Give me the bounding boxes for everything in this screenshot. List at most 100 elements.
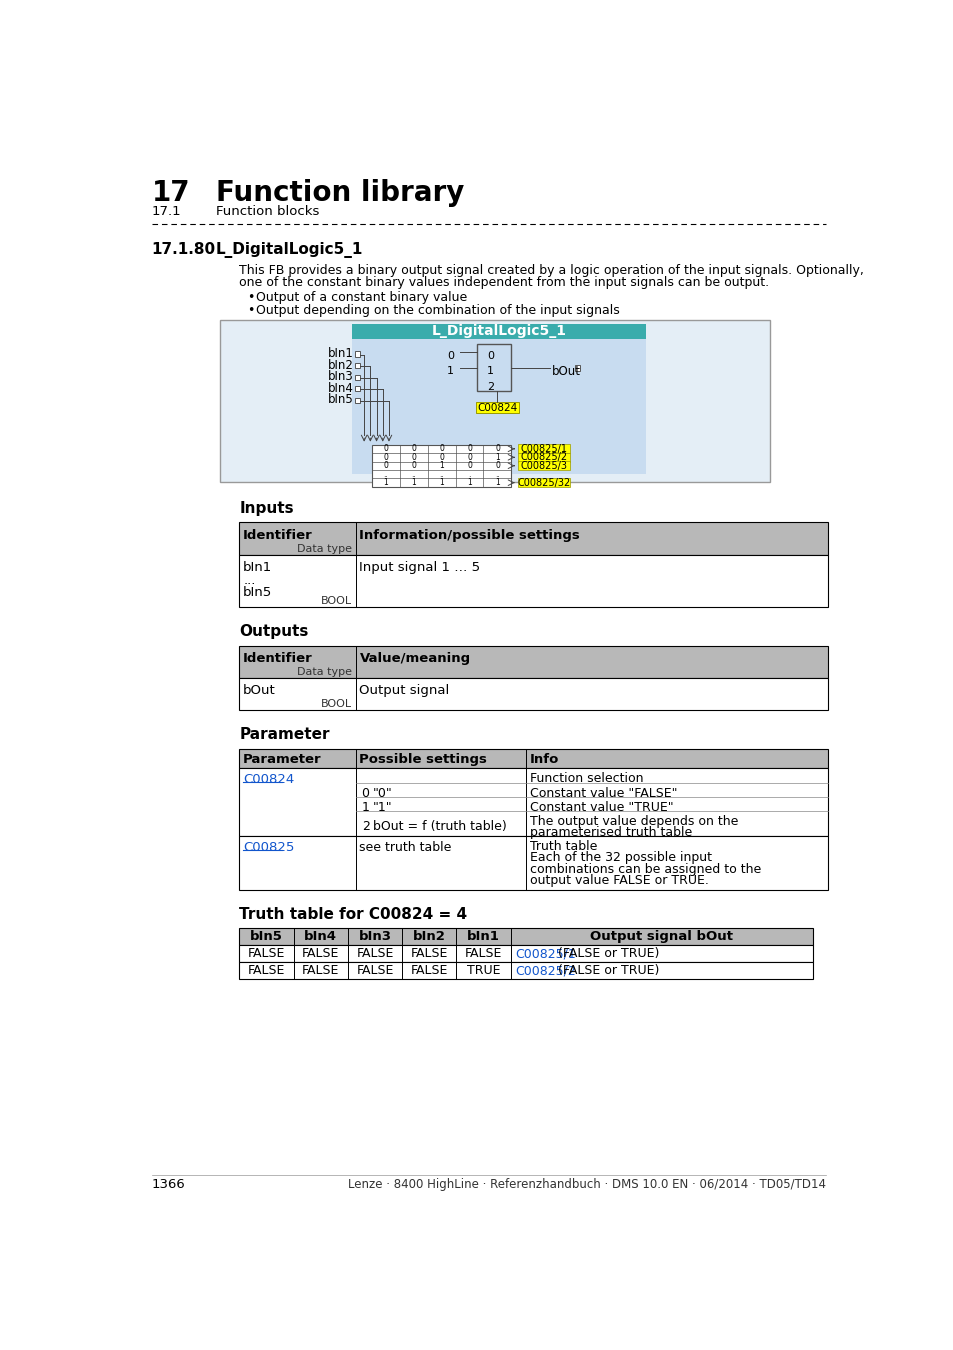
Text: 17.1: 17.1 [152, 205, 181, 219]
Bar [239, 945, 812, 963]
Text: This FB provides a binary output signal created by a logic operation of the inpu: This FB provides a binary output signal … [239, 263, 863, 277]
Text: Parameter: Parameter [243, 753, 321, 767]
Bar [239, 749, 827, 768]
Bar [239, 645, 827, 678]
Text: 0: 0 [467, 452, 472, 462]
Text: bIn5: bIn5 [327, 393, 353, 406]
Text: Information/possible settings: Information/possible settings [359, 528, 579, 541]
Text: FALSE: FALSE [410, 964, 448, 977]
Bar [575, 366, 579, 371]
Text: L_DigitalLogic5_1: L_DigitalLogic5_1 [431, 324, 566, 339]
Bar [355, 374, 360, 379]
Text: 0: 0 [447, 351, 454, 360]
Text: bIn1: bIn1 [467, 930, 499, 944]
Text: bOut = f (truth table): bOut = f (truth table) [373, 819, 506, 833]
Text: 1: 1 [438, 462, 443, 470]
Text: •: • [247, 292, 254, 304]
Text: bIn1: bIn1 [243, 560, 273, 574]
Text: ..: .. [411, 470, 416, 479]
Text: 0: 0 [383, 444, 388, 454]
Bar [239, 678, 827, 710]
Text: The output value depends on the: The output value depends on the [530, 815, 738, 828]
Text: 0: 0 [383, 452, 388, 462]
Bar [239, 836, 827, 890]
Bar [220, 320, 769, 482]
Text: bIn5: bIn5 [243, 586, 273, 598]
Text: C00825/2: C00825/2 [519, 452, 567, 462]
Text: parameterised truth table: parameterised truth table [530, 826, 692, 838]
Text: Function library: Function library [216, 180, 464, 207]
Text: C00825: C00825 [243, 841, 294, 855]
Text: FALSE: FALSE [248, 964, 285, 977]
Text: 0: 0 [411, 444, 416, 454]
Text: 1: 1 [486, 366, 494, 377]
Bar [239, 963, 812, 979]
Text: one of the constant binary values independent from the input signals can be outp: one of the constant binary values indepe… [239, 275, 769, 289]
Text: 17: 17 [152, 180, 191, 207]
Text: 0: 0 [438, 452, 444, 462]
Bar [352, 324, 645, 339]
Text: Parameter: Parameter [239, 728, 330, 743]
Text: bIn2: bIn2 [327, 359, 353, 371]
Text: bIn3: bIn3 [358, 930, 391, 944]
Bar [476, 344, 511, 391]
Text: Function blocks: Function blocks [216, 205, 319, 219]
Text: "1": "1" [373, 801, 392, 814]
Text: bIn2: bIn2 [413, 930, 445, 944]
Bar [355, 398, 360, 404]
Text: 1: 1 [411, 478, 416, 487]
Text: Value/meaning: Value/meaning [359, 652, 470, 664]
Text: C00825/1: C00825/1 [515, 948, 576, 960]
Text: FALSE: FALSE [464, 948, 501, 960]
Text: C00825/1: C00825/1 [520, 444, 567, 454]
Text: FALSE: FALSE [410, 948, 448, 960]
Text: bOut: bOut [551, 364, 580, 378]
Text: 1: 1 [495, 452, 499, 462]
Text: Inputs: Inputs [239, 501, 294, 516]
Text: FALSE: FALSE [302, 964, 339, 977]
Text: •: • [247, 304, 254, 317]
Text: 0: 0 [361, 787, 369, 801]
Text: 1: 1 [447, 366, 454, 377]
Text: 0: 0 [486, 351, 494, 360]
Text: Info: Info [530, 753, 558, 767]
Bar [372, 444, 511, 487]
Text: L_DigitalLogic5_1: L_DigitalLogic5_1 [216, 242, 363, 258]
Text: bIn5: bIn5 [250, 930, 283, 944]
Text: 1: 1 [495, 478, 499, 487]
Text: Truth table: Truth table [530, 840, 597, 853]
Text: 2: 2 [486, 382, 494, 393]
Bar [517, 452, 570, 462]
Text: 0: 0 [467, 444, 472, 454]
Text: (FALSE or TRUE): (FALSE or TRUE) [553, 948, 659, 960]
Text: bOut: bOut [243, 684, 275, 697]
Text: 1: 1 [383, 478, 388, 487]
Text: Output signal: Output signal [359, 684, 449, 697]
Text: 1: 1 [438, 478, 443, 487]
Text: Output of a constant binary value: Output of a constant binary value [255, 292, 466, 304]
Text: 1366: 1366 [152, 1179, 185, 1192]
Text: bIn1: bIn1 [327, 347, 353, 360]
Text: "0": "0" [373, 787, 392, 801]
Text: ..: .. [438, 470, 443, 479]
Text: Output depending on the combination of the input signals: Output depending on the combination of t… [255, 304, 618, 317]
Bar [239, 768, 827, 836]
Text: bIn3: bIn3 [327, 370, 353, 383]
Text: C00825/32: C00825/32 [517, 478, 570, 487]
Text: FALSE: FALSE [248, 948, 285, 960]
Text: 0: 0 [411, 452, 416, 462]
Text: 0: 0 [411, 462, 416, 470]
Text: Data type: Data type [296, 544, 352, 554]
Text: 0: 0 [383, 462, 388, 470]
Bar [355, 351, 360, 356]
Text: ..: .. [495, 470, 499, 479]
Text: Lenze · 8400 HighLine · Referenzhandbuch · DMS 10.0 EN · 06/2014 · TD05/TD14: Lenze · 8400 HighLine · Referenzhandbuch… [348, 1179, 825, 1192]
Text: Data type: Data type [296, 667, 352, 678]
Bar [352, 324, 645, 474]
Text: BOOL: BOOL [320, 699, 352, 710]
Text: 0: 0 [438, 444, 444, 454]
Text: ...: ... [243, 574, 255, 587]
Text: Identifier: Identifier [243, 652, 313, 664]
Text: Each of the 32 possible input: Each of the 32 possible input [530, 850, 711, 864]
Text: TRUE: TRUE [466, 964, 499, 977]
